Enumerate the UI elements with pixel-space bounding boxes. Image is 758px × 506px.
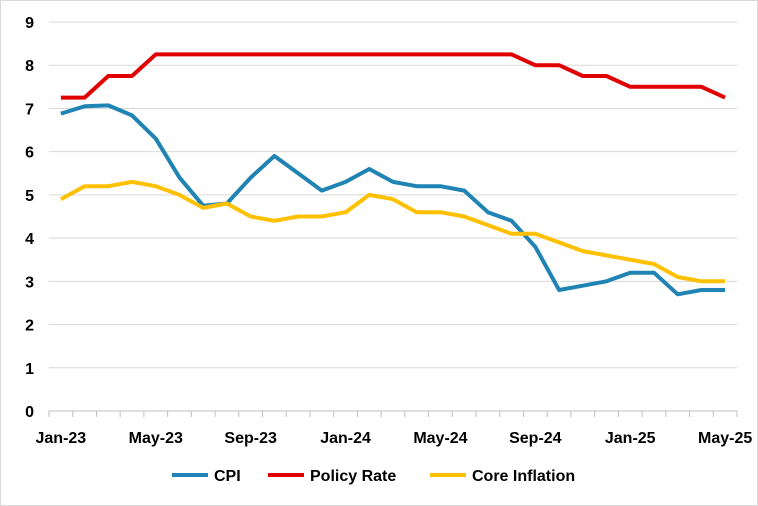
gridlines <box>49 21 737 369</box>
legend-label: Policy Rate <box>310 468 396 485</box>
legend: CPI Policy Rate Core Inflation <box>172 468 575 485</box>
y-axis-tick-labels: 0 1 2 3 4 5 6 7 8 9 <box>25 15 34 421</box>
series-line-policy-rate <box>60 52 726 100</box>
legend-label: CPI <box>214 468 241 485</box>
y-tick-label: 0 <box>25 404 34 421</box>
legend-item-cpi: CPI <box>172 468 241 485</box>
x-tick-label: Jan-25 <box>605 430 656 447</box>
x-axis: Jan-23 May-23 Sep-23 Jan-24 May-24 Sep-24 Jan-… <box>36 410 752 447</box>
series-line-cpi <box>60 103 726 297</box>
x-tick-label: May-23 <box>129 430 183 447</box>
x-tick-label: Sep-24 <box>509 430 562 447</box>
x-tick-label: Jan-24 <box>320 430 371 447</box>
y-tick-label: 1 <box>25 361 34 378</box>
x-tick-label: May-25 <box>698 430 752 447</box>
series-lines <box>59 52 726 297</box>
y-tick-label: 5 <box>25 188 34 205</box>
y-tick-label: 2 <box>25 318 34 335</box>
series-line-core-inflation <box>59 179 726 284</box>
y-tick-label: 4 <box>25 231 34 248</box>
x-tick-label: Sep-23 <box>224 430 277 447</box>
x-tick-label: May-24 <box>413 430 467 447</box>
y-tick-label: 9 <box>25 15 34 32</box>
y-tick-label: 8 <box>25 58 34 75</box>
y-tick-label: 7 <box>25 101 34 118</box>
legend-label: Core Inflation <box>472 468 575 485</box>
legend-item-core-inflation: Core Inflation <box>430 468 575 485</box>
legend-item-policy-rate: Policy Rate <box>268 468 396 485</box>
y-tick-label: 6 <box>25 145 34 162</box>
y-tick-label: 3 <box>25 274 34 291</box>
x-tick-label: Jan-23 <box>36 430 87 447</box>
